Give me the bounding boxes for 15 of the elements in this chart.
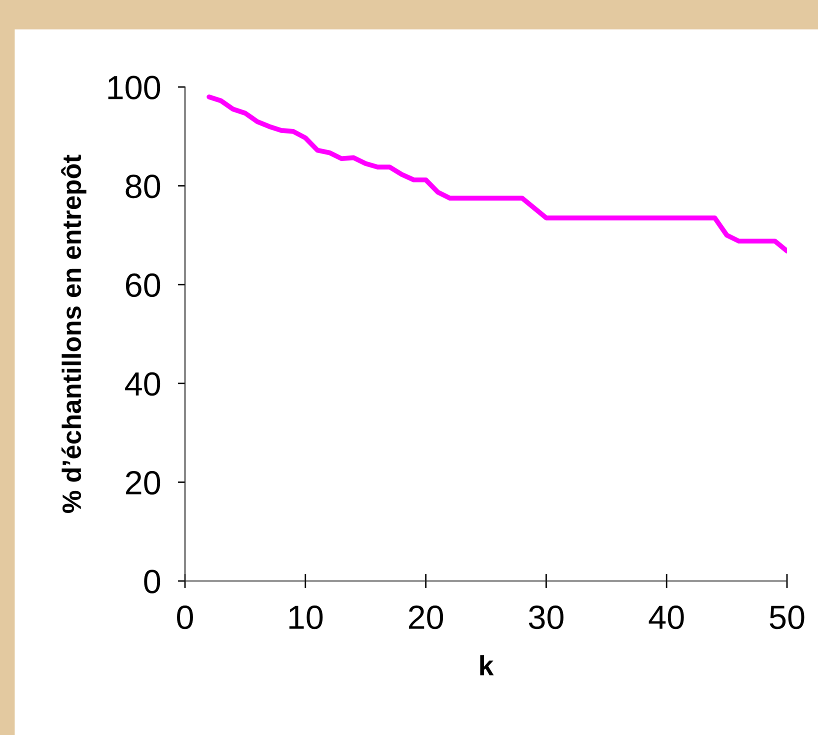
x-tick-label: 30 [528,605,564,630]
x-tick-label: 40 [648,605,684,630]
x-axis-title: k [480,655,494,676]
line-series [206,94,787,254]
x-tick-label: 50 [770,605,804,630]
y-tick-label: 40 [125,372,160,396]
x-tick-label: 0 [177,605,193,630]
y-tick-label: 20 [126,471,160,495]
y-axis-title: % d’échantillons en entrepôt [61,154,86,513]
y-tick-label: 60 [126,273,160,298]
y-tick-label: 0 [144,570,160,594]
y-tick-label: 80 [126,174,160,198]
y-tick-label: 100 [108,76,160,100]
x-tick-label: 10 [289,605,323,630]
x-tick-label: 20 [408,605,444,630]
